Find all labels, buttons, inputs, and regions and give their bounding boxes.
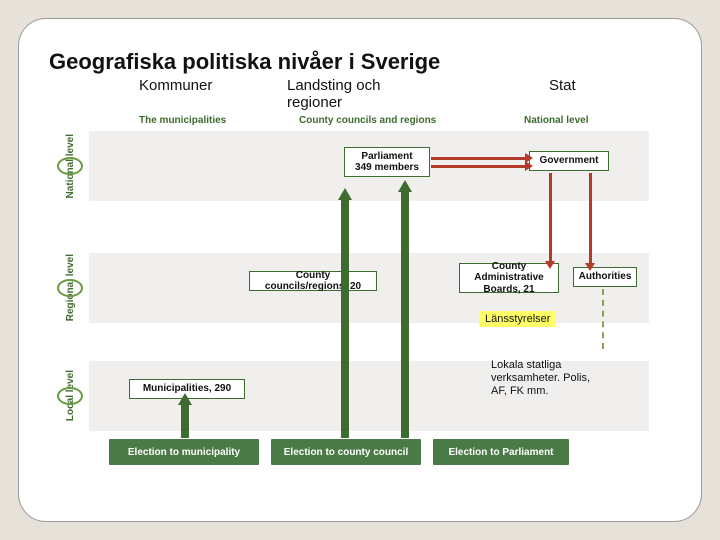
- level-dot-local: [57, 387, 83, 405]
- level-dot-regional: [57, 279, 83, 297]
- subheader-national: National level: [524, 115, 588, 126]
- arrow-county-up: [341, 199, 349, 438]
- slide-card: Geografiska politiska nivåer i Sverige K…: [18, 18, 702, 522]
- dash-line-auth-local: [602, 289, 604, 349]
- arrow-parliament-up: [401, 191, 409, 438]
- column-headers: Kommuner Landsting och regioner Stat: [49, 77, 671, 113]
- page-title: Geografiska politiska nivåer i Sverige: [49, 49, 671, 75]
- red-line-gov-cab: [549, 173, 552, 263]
- red-line-parl-gov-2: [431, 165, 527, 168]
- level-dot-national: [57, 157, 83, 175]
- red-line-parl-gov-1: [431, 157, 527, 160]
- election-parliament: Election to Parliament: [433, 439, 569, 465]
- arrow-municipality-up: [181, 404, 189, 438]
- election-county-council: Election to county council: [271, 439, 421, 465]
- election-municipality: Election to municipality: [109, 439, 259, 465]
- red-head-parl-gov-2: [525, 161, 533, 171]
- red-head-gov-auth: [585, 263, 595, 271]
- subheader-county-councils: County councils and regions: [299, 115, 436, 126]
- box-government: Government: [529, 151, 609, 171]
- arrow-head-municipality-up: [178, 393, 192, 405]
- arrow-head-county-up: [338, 188, 352, 200]
- red-line-gov-auth: [589, 173, 592, 265]
- box-authorities: Authorities: [573, 267, 637, 287]
- col-landsting: Landsting och regioner: [287, 77, 417, 111]
- note-local-state-ops: Lokala statliga verksamheter. Polis, AF,…: [491, 359, 631, 399]
- diagram-area: The municipalities County councils and r…: [49, 113, 649, 473]
- arrow-head-parliament-up: [398, 180, 412, 192]
- box-county-admin-boards: County Administrative Boards, 21: [459, 263, 559, 293]
- red-head-gov-cab: [545, 261, 555, 269]
- highlight-lansstyrelser: Länsstyrelser: [479, 311, 556, 327]
- box-county-councils: County councils/regions, 20: [249, 271, 377, 291]
- col-kommuner: Kommuner: [139, 77, 212, 94]
- box-parliament: Parliament 349 members: [344, 147, 430, 177]
- col-stat: Stat: [549, 77, 576, 94]
- subheader-municipalities: The municipalities: [139, 115, 226, 126]
